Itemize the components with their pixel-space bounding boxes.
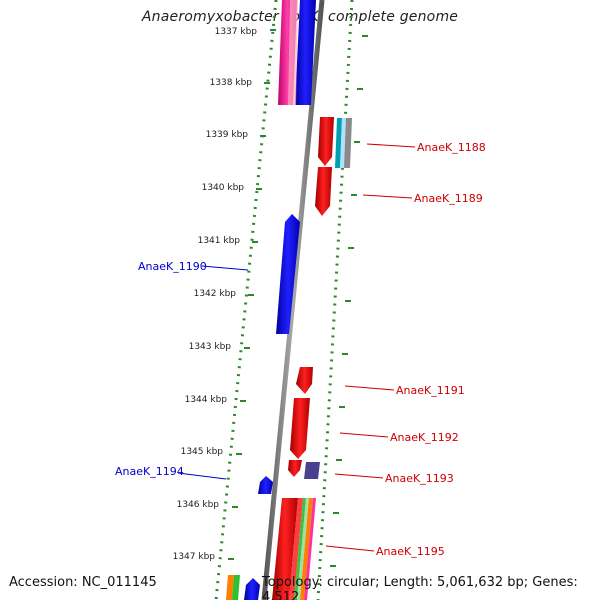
- gene-anaek-1190[interactable]: [276, 214, 300, 334]
- ruler-tick-label: 1337 kbp: [215, 27, 258, 37]
- genome-backbone: [261, 0, 325, 600]
- label-anaek-1194[interactable]: AnaeK_1194: [115, 465, 184, 478]
- label-anaek-1190[interactable]: AnaeK_1190: [138, 260, 207, 273]
- ruler-tick-label: 1346 kbp: [177, 500, 220, 510]
- ruler-ticks: [228, 29, 276, 560]
- ruler-tick-label: 1342 kbp: [194, 289, 237, 299]
- ruler-tick-label: 1347 kbp: [173, 552, 216, 562]
- feature-stripes-1188: [335, 118, 352, 168]
- outer-ring-ticks: [330, 35, 368, 567]
- ruler-labels: 1337 kbp 1338 kbp 1339 kbp 1340 kbp 1341 kbp…: [173, 27, 258, 562]
- gene-anaek-1195[interactable]: [272, 498, 316, 600]
- ruler-tick-label: 1341 kbp: [198, 236, 241, 246]
- label-leaders: [177, 143, 416, 552]
- gene-labels: AnaeK_1188 AnaeK_1189 AnaeK_1190 AnaeK_1…: [115, 141, 486, 558]
- ruler-tick-label: 1338 kbp: [210, 78, 253, 88]
- genome-summary-text: Topology: circular; Length: 5,061,632 bp…: [262, 575, 578, 600]
- bottom-gene-cluster[interactable]: [226, 575, 260, 600]
- ruler-tick-label: 1339 kbp: [206, 130, 249, 140]
- label-anaek-1193[interactable]: AnaeK_1193: [385, 472, 454, 485]
- gene-anaek-1194[interactable]: [258, 476, 273, 494]
- gene-anaek-1192[interactable]: [290, 398, 310, 459]
- label-anaek-1189[interactable]: AnaeK_1189: [414, 192, 483, 205]
- gene-anaek-1191[interactable]: [296, 367, 313, 394]
- gene-anaek-1189[interactable]: [315, 167, 332, 216]
- label-anaek-1195[interactable]: AnaeK_1195: [376, 545, 445, 558]
- label-anaek-1191[interactable]: AnaeK_1191: [396, 384, 465, 397]
- accession-text: Accession: NC_011145: [9, 575, 157, 590]
- ruler-ring-left: [214, 0, 278, 600]
- label-anaek-1188[interactable]: AnaeK_1188: [417, 141, 486, 154]
- ruler-tick-label: 1340 kbp: [202, 183, 245, 193]
- ruler-tick-label: 1345 kbp: [181, 447, 224, 457]
- label-anaek-1192[interactable]: AnaeK_1192: [390, 431, 459, 444]
- top-gene-cluster[interactable]: [278, 0, 316, 105]
- ruler-tick-label: 1343 kbp: [189, 342, 232, 352]
- gene-anaek-1193[interactable]: [288, 460, 320, 479]
- ruler-tick-label: 1344 kbp: [185, 395, 228, 405]
- gene-anaek-1188[interactable]: [318, 117, 334, 166]
